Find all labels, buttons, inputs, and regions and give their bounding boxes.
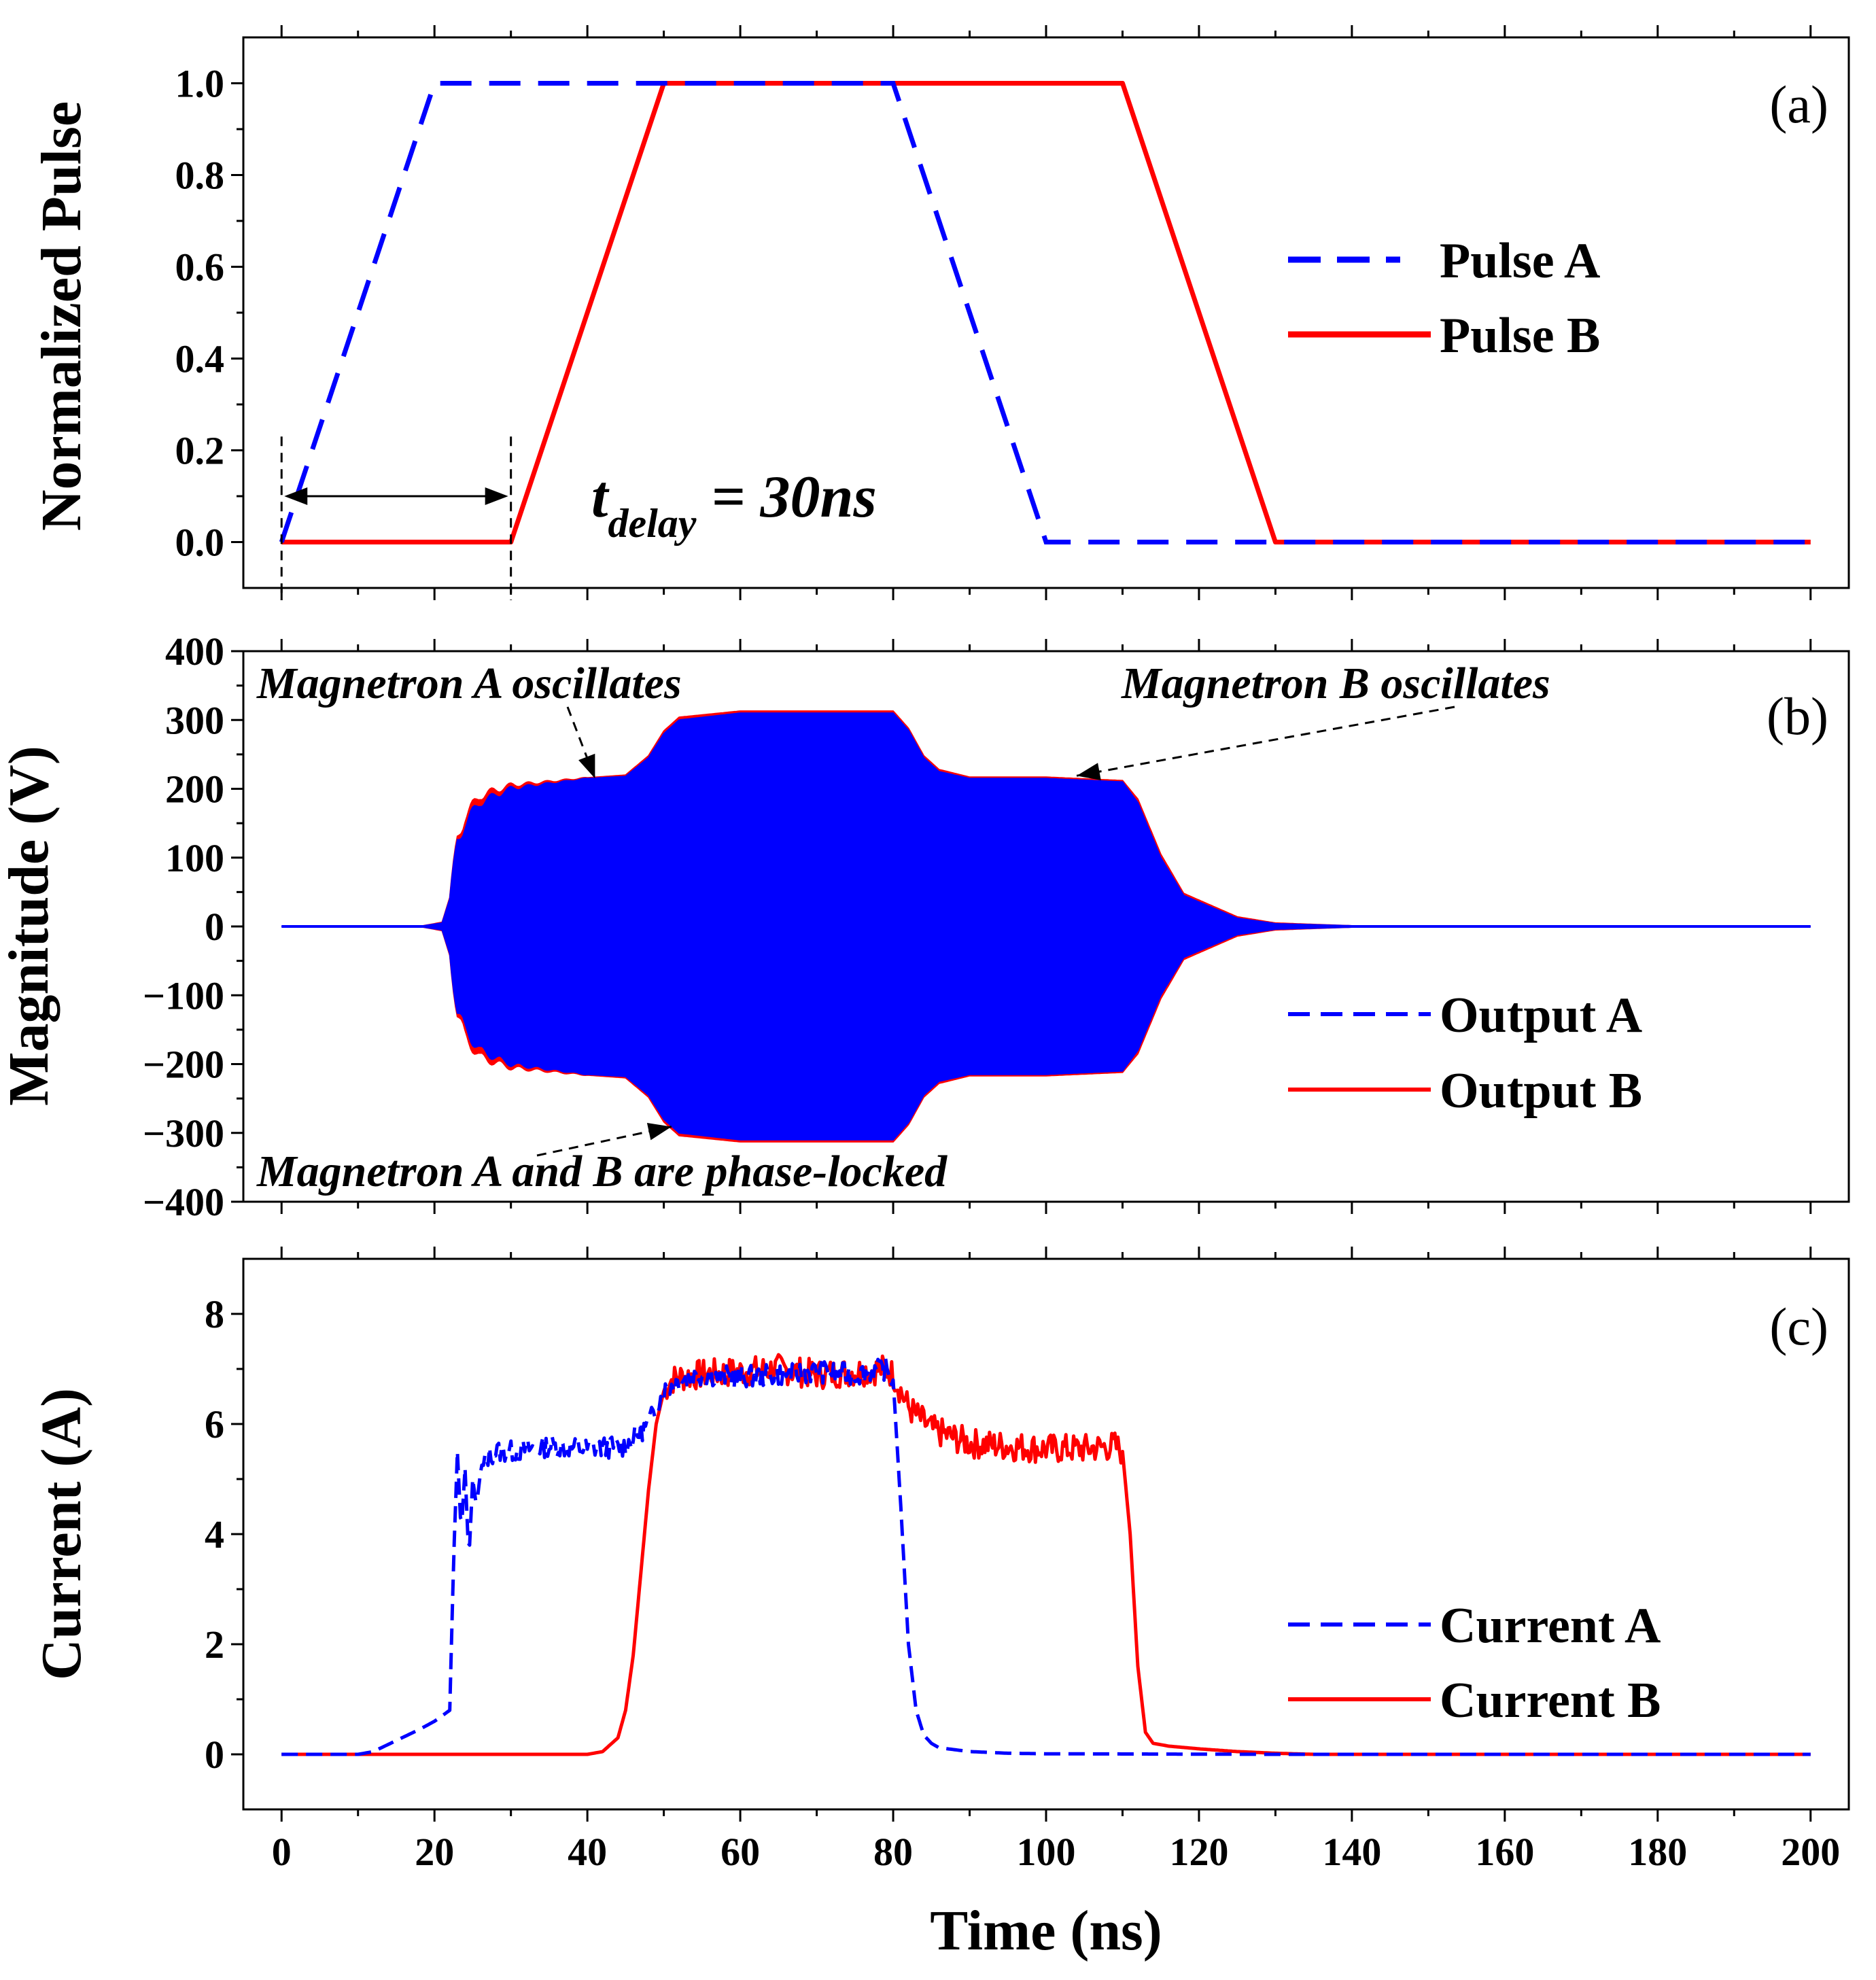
y-tick-label: 100 (165, 836, 224, 880)
x-tick-label: 100 (1017, 1830, 1076, 1874)
y-tick-label: 8 (205, 1292, 224, 1336)
panel-b: −400 −300 −200 −100 0 100 200 300 400 (b) Magnit… (0, 629, 1850, 1224)
y-tick-label: 6 (205, 1402, 224, 1446)
x-tick-label: 60 (720, 1830, 760, 1874)
legend-current-a-label: Current A (1440, 1598, 1661, 1654)
series-current-a (281, 1356, 1811, 1756)
x-tick-label: 20 (415, 1830, 454, 1874)
y-tick-label: −100 (143, 973, 224, 1018)
annotation-magnetron-b: Magnetron B oscillates (1121, 659, 1550, 708)
y-tick-label: 0.4 (175, 337, 225, 381)
legend-pulse-a-label: Pulse A (1440, 233, 1600, 289)
y-tick-label: 2 (205, 1622, 224, 1667)
x-tick-label: 200 (1781, 1830, 1840, 1874)
panel-c-label: (c) (1769, 1297, 1828, 1356)
y-tick-label: 4 (205, 1512, 224, 1557)
panel-c-plot-area (281, 1353, 1811, 1756)
y-tick-label: 300 (165, 698, 224, 742)
annotation-magnetron-a: Magnetron A oscillates (256, 659, 682, 708)
panel-c-legend: Current A Current B (1288, 1598, 1661, 1729)
legend-pulse-b-label: Pulse B (1440, 308, 1600, 364)
x-tick-label: 120 (1169, 1830, 1228, 1874)
x-tick-label: 0 (272, 1830, 292, 1874)
panel-c-y-axis-title: Current (A) (30, 1388, 93, 1680)
panel-c-ticks: 0 20 40 60 80 100 120 140 160 180 200 0 2 4 6 8 (205, 1247, 1840, 1874)
legend-output-b-label: Output B (1440, 1063, 1642, 1119)
panel-a: 0.00.20.40.60.81.0 (a) Normalized Pulse … (30, 25, 1850, 600)
panel-a-ticks: 0.0 0.2 0.4 0.6 0.8 1.0 (175, 25, 1812, 600)
y-tick-label: 0.0 (175, 521, 225, 565)
panel-b-annotations: Magnetron A oscillates Magnetron B oscil… (256, 659, 1550, 1196)
y-tick-label: 0.2 (175, 429, 225, 473)
series-pulse-a (279, 81, 1811, 544)
x-tick-label: 140 (1322, 1830, 1381, 1874)
y-tick-label: −400 (143, 1180, 224, 1224)
panel-a-legend: Pulse A Pulse B (1288, 233, 1600, 364)
arrow-magnetron-a-line (566, 706, 596, 779)
y-tick-label: 0 (205, 1733, 224, 1777)
x-tick-label: 180 (1628, 1830, 1687, 1874)
y-tick-label: 400 (165, 629, 224, 674)
arrow-magnetron-a-head (578, 753, 595, 779)
panel-b-legend: Output A Output B (1288, 988, 1642, 1119)
y-tick-label: −300 (143, 1111, 224, 1156)
annotation-phase-locked: Magnetron A and B are phase-locked (256, 1147, 948, 1196)
panel-c-x-axis-title: Time (ns) (930, 1899, 1162, 1962)
panel-a-plot-area (279, 81, 1811, 600)
legend-current-b-label: Current B (1440, 1673, 1661, 1729)
series-current-b (281, 1353, 1811, 1756)
y-tick-label: 200 (165, 767, 224, 812)
delay-label: tdelay = 30ns (591, 464, 877, 546)
panel-b-y-axis-title: Magnitude (V) (0, 746, 60, 1106)
arrow-magnetron-b-head (1076, 763, 1101, 781)
y-tick-label: −200 (143, 1043, 224, 1087)
x-tick-label: 80 (873, 1830, 913, 1874)
arrow-phase-locked-head (646, 1122, 672, 1141)
legend-output-a-label: Output A (1440, 988, 1642, 1043)
panel-c: 0 20 40 60 80 100 120 140 160 180 200 0 2 4 6 8 (c) Cur… (30, 1247, 1850, 1962)
y-tick-label: 0.8 (175, 154, 225, 198)
y-tick-label: 1.0 (175, 62, 225, 106)
delay-arrow-head-right (485, 487, 508, 505)
panel-b-label: (b) (1767, 687, 1828, 746)
x-tick-label: 40 (568, 1830, 607, 1874)
delay-arrow-head-left (284, 487, 308, 505)
panel-b-plot-area (281, 710, 1811, 1143)
y-tick-label: 0.6 (175, 245, 225, 290)
panel-a-y-axis-title: Normalized Pulse (30, 101, 93, 531)
panel-a-label: (a) (1769, 75, 1828, 134)
panel-b-ticks: −400 −300 −200 −100 0 100 200 300 400 (143, 629, 1812, 1224)
x-tick-label: 160 (1475, 1830, 1534, 1874)
y-tick-label: 0 (205, 905, 224, 949)
